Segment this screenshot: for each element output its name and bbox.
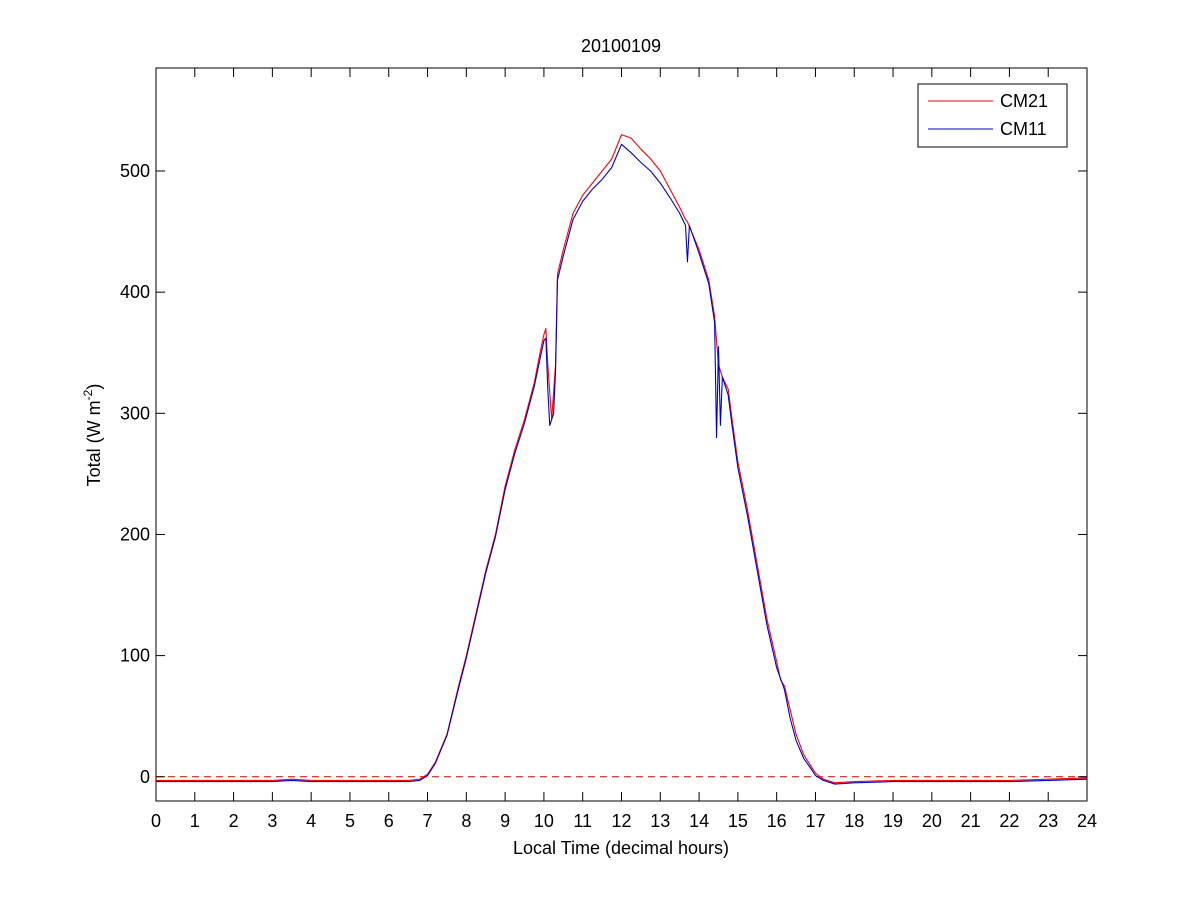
x-tick-label: 13 — [650, 811, 670, 831]
x-tick-label: 14 — [689, 811, 709, 831]
y-tick-label: 300 — [120, 403, 150, 423]
x-tick-labels: 0 1 2 3 4 5 6 7 8 9 10 11 12 13 14 15 16 17 18 19 20 21 22 23 24 — [151, 811, 1097, 831]
x-tick-label: 23 — [1038, 811, 1058, 831]
x-tick-label: 18 — [844, 811, 864, 831]
x-tick-label: 21 — [961, 811, 981, 831]
x-tick-label: 16 — [767, 811, 787, 831]
x-tick-label: 2 — [229, 811, 239, 831]
y-tick-label: 0 — [140, 767, 150, 787]
legend-box — [917, 83, 1068, 148]
x-axis-label: Local Time (decimal hours) — [513, 838, 729, 858]
y-axis-label-main: Total (W m — [84, 400, 104, 486]
x-tick-label: 1 — [190, 811, 200, 831]
x-tick-label: 6 — [384, 811, 394, 831]
y-axis-label: Total (W m-2) — [81, 384, 104, 487]
x-tick-label: 12 — [611, 811, 631, 831]
x-tick-label: 17 — [805, 811, 825, 831]
plot-area — [155, 67, 1088, 802]
series-line-cm21 — [156, 134, 1088, 784]
x-tick-label: 3 — [267, 811, 277, 831]
x-tick-label: 0 — [151, 811, 161, 831]
x-tick-label: 24 — [1077, 811, 1097, 831]
legend: CM21 CM11 — [917, 83, 1068, 148]
x-tick-label: 4 — [306, 811, 316, 831]
tick-layer — [155, 68, 1088, 801]
x-tick-label: 8 — [461, 811, 471, 831]
x-tick-label: 19 — [883, 811, 903, 831]
x-tick-label: 10 — [534, 811, 554, 831]
axes-box — [155, 67, 1088, 802]
y-axis-label-superscript: -2 — [81, 389, 95, 400]
series-line-cm11 — [156, 143, 1088, 785]
series-layer — [156, 134, 1088, 785]
x-tick-label: 7 — [423, 811, 433, 831]
y-tick-label: 500 — [120, 161, 150, 181]
chart-title: 20100109 — [581, 36, 661, 56]
x-tick-label: 5 — [345, 811, 355, 831]
legend-label-cm21: CM21 — [1000, 91, 1048, 111]
x-tick-label: 15 — [728, 811, 748, 831]
x-tick-label: 22 — [999, 811, 1019, 831]
x-tick-label: 9 — [500, 811, 510, 831]
y-axis-label-close: ) — [84, 384, 104, 390]
x-tick-label: 11 — [573, 811, 592, 831]
x-tick-label: 20 — [922, 811, 942, 831]
y-tick-labels: 0 100 200 300 400 500 — [120, 161, 150, 787]
y-tick-label: 100 — [120, 646, 150, 666]
y-tick-label: 200 — [120, 524, 150, 544]
y-tick-label: 400 — [120, 282, 150, 302]
legend-label-cm11: CM11 — [1000, 119, 1047, 139]
